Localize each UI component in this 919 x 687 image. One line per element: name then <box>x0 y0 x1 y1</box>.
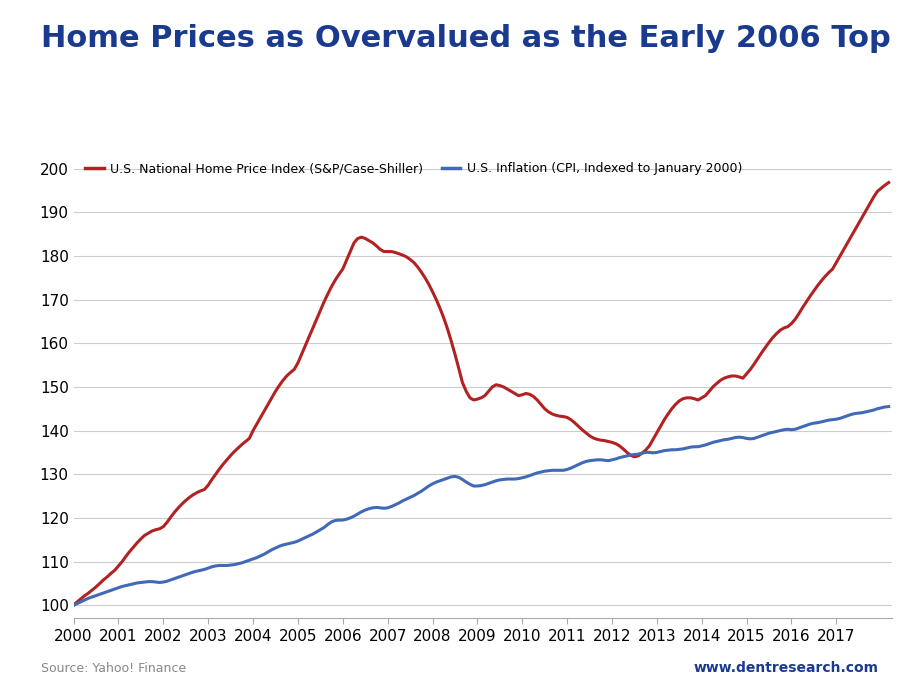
Text: www.dentresearch.com: www.dentresearch.com <box>693 661 878 675</box>
Text: Home Prices as Overvalued as the Early 2006 Top: Home Prices as Overvalued as the Early 2… <box>41 24 891 53</box>
Text: Source: Yahoo! Finance: Source: Yahoo! Finance <box>41 662 187 675</box>
Legend: U.S. National Home Price Index (S&P/Case-Shiller), U.S. Inflation (CPI, Indexed : U.S. National Home Price Index (S&P/Case… <box>80 157 746 181</box>
